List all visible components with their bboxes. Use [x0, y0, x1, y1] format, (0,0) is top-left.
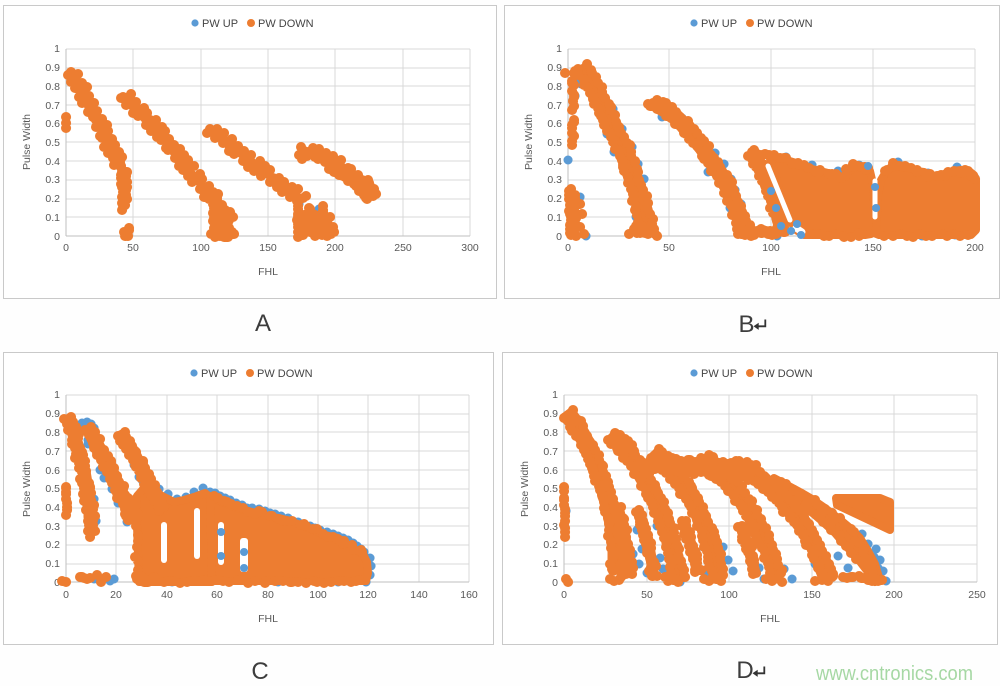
- svg-text:20: 20: [110, 589, 122, 601]
- svg-text:0.6: 0.6: [547, 118, 562, 130]
- svg-text:C: C: [251, 658, 268, 685]
- svg-text:0.8: 0.8: [547, 81, 562, 93]
- svg-text:100: 100: [720, 589, 738, 601]
- svg-text:50: 50: [641, 589, 653, 601]
- svg-text:0: 0: [54, 231, 60, 243]
- svg-text:Pulse Width: Pulse Width: [523, 114, 535, 170]
- svg-text:0.1: 0.1: [543, 558, 558, 570]
- svg-text:50: 50: [127, 242, 139, 254]
- svg-text:0.8: 0.8: [45, 427, 60, 439]
- svg-text:PW UP: PW UP: [701, 18, 737, 30]
- svg-text:0: 0: [63, 242, 69, 254]
- svg-text:80: 80: [262, 589, 274, 601]
- svg-text:0: 0: [565, 242, 571, 254]
- svg-text:0: 0: [556, 231, 562, 243]
- svg-text:0.5: 0.5: [547, 137, 562, 149]
- svg-text:0.7: 0.7: [45, 100, 60, 112]
- svg-text:FHL: FHL: [258, 266, 278, 278]
- svg-text:0: 0: [552, 577, 558, 589]
- svg-text:FHL: FHL: [760, 613, 780, 625]
- svg-text:www.cntronics.com: www.cntronics.com: [815, 662, 973, 685]
- svg-text:PW DOWN: PW DOWN: [258, 18, 314, 30]
- svg-text:140: 140: [410, 589, 428, 601]
- svg-text:200: 200: [885, 589, 903, 601]
- svg-text:1: 1: [54, 43, 60, 55]
- svg-text:0.1: 0.1: [547, 212, 562, 224]
- svg-text:0.4: 0.4: [547, 156, 562, 168]
- svg-text:250: 250: [394, 242, 412, 254]
- svg-text:150: 150: [803, 589, 821, 601]
- svg-text:200: 200: [966, 242, 984, 254]
- svg-text:0.6: 0.6: [543, 465, 558, 477]
- svg-text:1: 1: [552, 389, 558, 401]
- svg-text:0.5: 0.5: [45, 137, 60, 149]
- svg-text:40: 40: [161, 589, 173, 601]
- svg-text:0.2: 0.2: [45, 193, 60, 205]
- svg-text:0.2: 0.2: [547, 193, 562, 205]
- svg-text:120: 120: [359, 589, 377, 601]
- svg-text:200: 200: [326, 242, 344, 254]
- svg-text:1: 1: [54, 389, 60, 401]
- svg-text:Pulse Width: Pulse Width: [519, 461, 531, 517]
- svg-text:0.8: 0.8: [543, 427, 558, 439]
- svg-text:0.7: 0.7: [45, 446, 60, 458]
- svg-text:1: 1: [556, 43, 562, 55]
- svg-text:0.7: 0.7: [547, 100, 562, 112]
- svg-text:0.9: 0.9: [45, 62, 60, 74]
- svg-text:60: 60: [211, 589, 223, 601]
- svg-text:50: 50: [663, 242, 675, 254]
- svg-text:0.3: 0.3: [45, 174, 60, 186]
- svg-text:0.9: 0.9: [543, 408, 558, 420]
- svg-text:300: 300: [461, 242, 479, 254]
- svg-text:0.9: 0.9: [547, 62, 562, 74]
- svg-text:0.5: 0.5: [45, 483, 60, 495]
- svg-text:0.2: 0.2: [543, 539, 558, 551]
- svg-text:Pulse Width: Pulse Width: [21, 461, 33, 517]
- svg-text:0.2: 0.2: [45, 539, 60, 551]
- svg-text:0.5: 0.5: [543, 483, 558, 495]
- svg-text:PW UP: PW UP: [202, 18, 238, 30]
- svg-text:B: B: [738, 311, 754, 338]
- svg-text:150: 150: [864, 242, 882, 254]
- svg-text:100: 100: [192, 242, 210, 254]
- svg-text:PW UP: PW UP: [201, 368, 237, 380]
- svg-text:0: 0: [561, 589, 567, 601]
- svg-text:A: A: [255, 310, 271, 337]
- svg-text:PW DOWN: PW DOWN: [257, 368, 313, 380]
- svg-text:0.9: 0.9: [45, 408, 60, 420]
- svg-text:D: D: [736, 657, 753, 684]
- svg-text:0.6: 0.6: [45, 118, 60, 130]
- svg-text:PW UP: PW UP: [701, 368, 737, 380]
- svg-text:160: 160: [460, 589, 478, 601]
- svg-text:PW DOWN: PW DOWN: [757, 368, 813, 380]
- svg-text:0.4: 0.4: [543, 502, 558, 514]
- svg-text:100: 100: [762, 242, 780, 254]
- svg-text:0.8: 0.8: [45, 81, 60, 93]
- svg-text:0: 0: [63, 589, 69, 601]
- svg-text:Pulse Width: Pulse Width: [21, 114, 33, 170]
- svg-text:0: 0: [54, 577, 60, 589]
- svg-text:0.4: 0.4: [45, 502, 60, 514]
- svg-text:0.7: 0.7: [543, 446, 558, 458]
- svg-text:0.4: 0.4: [45, 156, 60, 168]
- svg-text:250: 250: [968, 589, 986, 601]
- svg-text:0.3: 0.3: [547, 174, 562, 186]
- svg-text:0.1: 0.1: [45, 558, 60, 570]
- svg-text:0.3: 0.3: [543, 521, 558, 533]
- svg-text:0.1: 0.1: [45, 212, 60, 224]
- svg-text:FHL: FHL: [761, 266, 781, 278]
- svg-text:0.6: 0.6: [45, 465, 60, 477]
- svg-text:PW DOWN: PW DOWN: [757, 18, 813, 30]
- svg-text:0.3: 0.3: [45, 521, 60, 533]
- svg-text:100: 100: [309, 589, 327, 601]
- svg-text:FHL: FHL: [258, 613, 278, 625]
- svg-text:150: 150: [259, 242, 277, 254]
